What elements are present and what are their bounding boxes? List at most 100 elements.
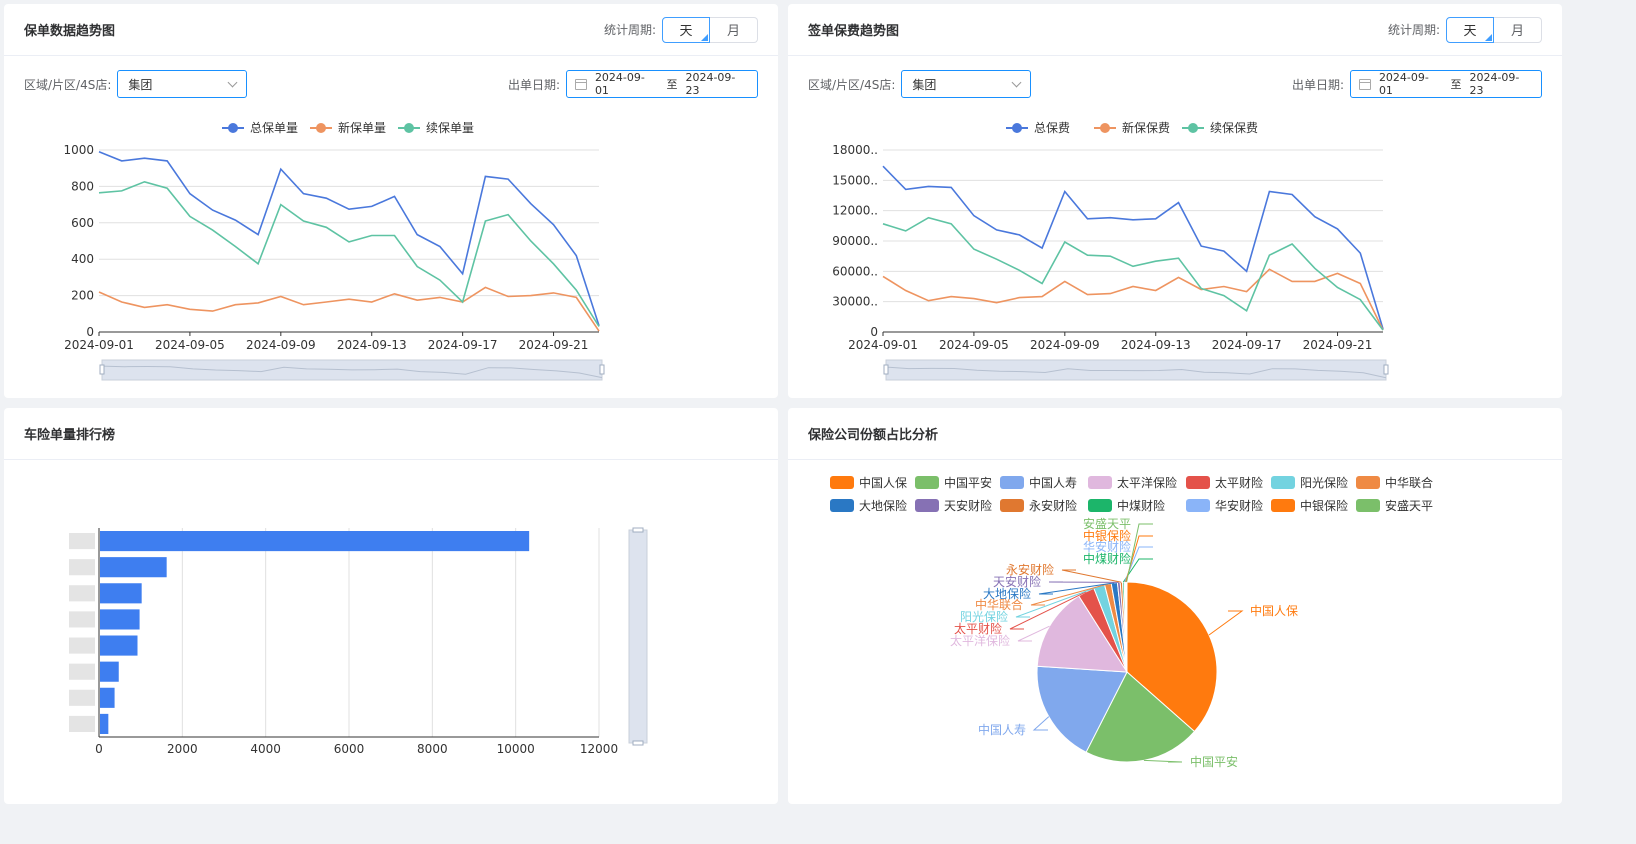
pie-label-line: [1015, 585, 1100, 618]
policy-date-range-picker[interactable]: 2024-09-01 至 2024-09-23: [566, 70, 758, 98]
pie-label-line: [1126, 523, 1153, 583]
premium-period-day-button[interactable]: 天: [1446, 16, 1494, 43]
premium-period-month-button[interactable]: 月: [1494, 16, 1542, 43]
y-tick-label: 200: [71, 289, 94, 303]
y-tick-label: 0: [870, 325, 878, 339]
datazoom-handle-left: [883, 364, 889, 375]
blurred-label: [69, 663, 95, 680]
policy-period-label: 统计周期:: [603, 23, 656, 37]
pie-legend-label: 中国平安: [944, 475, 992, 490]
policy-date-label: 出单日期:: [507, 77, 560, 92]
series-line: [882, 216, 1384, 331]
policy-card-title: 保单数据趋势图: [24, 24, 116, 39]
policy-region-value: 集团: [128, 77, 153, 92]
blurred-label: [69, 689, 95, 706]
datazoom-handle-bottom: [632, 740, 644, 746]
pie-slice-label: 华安财险: [1083, 539, 1131, 554]
x-tick-label: 4000: [250, 742, 281, 756]
x-tick-label: 10000: [497, 742, 535, 756]
pie-legend-label: 中华联合: [1385, 475, 1433, 490]
blurred-label: [69, 715, 95, 732]
premium-card-header: 签单保费趋势图 统计周期: 天 月: [788, 4, 1562, 56]
datazoom-handle-right: [1383, 364, 1389, 375]
legend-marker: [1012, 123, 1022, 133]
ranking-card-title: 车险单量排行榜: [24, 428, 116, 443]
pie-legend-swatch: [915, 476, 939, 489]
y-tick-label: 800: [71, 179, 94, 193]
ranking-bar: [100, 557, 167, 578]
y-tick-label: 1000: [63, 143, 94, 157]
pie-label-line: [1038, 582, 1115, 595]
pie-slice-label: 大地保险: [983, 586, 1031, 601]
x-tick-label: 2024-09-09: [246, 338, 316, 352]
series-line: [98, 151, 600, 326]
pie-label-line: [1017, 625, 1050, 642]
pie-legend-label: 华安财险: [1215, 498, 1263, 513]
pie-slice-label: 阳光保险: [960, 609, 1008, 624]
pie-slice-label: 永安财险: [1006, 562, 1054, 577]
pie-legend-label: 天安财险: [944, 498, 992, 513]
x-tick-label: 2024-09-21: [1303, 338, 1373, 352]
pie-slice-label: 中国人保: [1250, 603, 1298, 618]
calendar-icon: [575, 78, 587, 90]
series-line: [882, 268, 1384, 331]
calendar-icon: [1359, 78, 1371, 90]
premium-region-value: 集团: [912, 77, 937, 92]
policy-date-end[interactable]: 2024-09-23: [685, 71, 736, 97]
pie-label-line: [1143, 759, 1183, 763]
pie-legend-swatch: [1088, 499, 1112, 512]
ranking-card-header: 车险单量排行榜: [4, 408, 778, 460]
pie-slice-label: 中煤财险: [1083, 551, 1131, 566]
legend-marker: [316, 123, 326, 133]
pie-slice: [1036, 595, 1128, 673]
policy-period-month-button[interactable]: 月: [710, 16, 758, 43]
y-tick-label: 15000..: [832, 173, 878, 187]
datazoom-handle-left: [99, 364, 105, 375]
pie-legend-swatch: [1088, 476, 1112, 489]
premium-date-end[interactable]: 2024-09-23: [1469, 71, 1520, 97]
policy-period-day-button[interactable]: 天: [662, 16, 710, 43]
share-card-title: 保险公司份额占比分析: [808, 428, 939, 443]
pie-legend-label: 太平洋保险: [1117, 475, 1177, 490]
x-tick-label: 12000: [580, 742, 618, 756]
x-tick-label: 2024-09-13: [1121, 338, 1191, 352]
premium-region-select[interactable]: 集团: [901, 70, 1032, 98]
pie-slice-label: 中银保险: [1083, 528, 1131, 543]
policy-line-chart: 总保单量 新保单量 续保单量 0 200 400 600 800 1000 2024-09-01 2…: [63, 120, 605, 381]
policy-region-select[interactable]: 集团: [117, 70, 248, 98]
y-tick-label: 90000..: [832, 234, 878, 248]
premium-date-start[interactable]: 2024-09-01: [1378, 71, 1429, 97]
chevron-down-icon: [1011, 77, 1022, 87]
pie-legend-swatch: [1271, 499, 1295, 512]
legend-marker: [228, 123, 238, 133]
x-tick-label: 2024-09-13: [337, 338, 407, 352]
vertical-datazoom-track: [628, 529, 648, 744]
legend-label: 总保单量: [250, 121, 298, 135]
ranking-card: 车险单量排行榜 0 2000 4000 6000 8000 10000 12000: [4, 408, 778, 804]
pie-legend-label: 中国人寿: [1029, 475, 1077, 490]
policy-date-separator: 至: [666, 78, 678, 91]
pie-label-line: [1030, 583, 1109, 606]
pie-slice-label: 太平洋保险: [950, 633, 1010, 648]
ranking-bar-chart: 0 2000 4000 6000 8000 10000 12000: [69, 527, 648, 756]
blurred-label: [69, 533, 95, 550]
share-card: 保险公司份额占比分析 中国人保 中国平安 中国人寿 太平洋保险 太平财险 阳光保险 中华联合…: [788, 408, 1562, 804]
pie-legend-label: 中煤财险: [1117, 498, 1165, 513]
x-tick-label: 2024-09-09: [1030, 338, 1100, 352]
pie-legend-swatch: [1000, 499, 1024, 512]
datazoom-handle-right: [599, 364, 605, 375]
pie-legend-swatch: [1271, 476, 1295, 489]
legend-label: 续保单量: [426, 121, 474, 135]
series-line: [98, 180, 600, 327]
x-tick-label: 8000: [417, 742, 448, 756]
premium-date-range-picker[interactable]: 2024-09-01 至 2024-09-23: [1350, 70, 1542, 98]
legend-marker: [1188, 123, 1198, 133]
policy-trend-card: 保单数据趋势图 统计周期: 天 月 区域/片区/4S店: 集团 出单日期: 20…: [4, 4, 778, 398]
policy-date-start[interactable]: 2024-09-01: [594, 71, 645, 97]
x-tick-label: 2024-09-17: [1212, 338, 1282, 352]
y-tick-label: 60000..: [832, 264, 878, 278]
legend-label: 新保单量: [338, 120, 386, 135]
y-tick-label: 0: [86, 325, 94, 339]
pie-legend-swatch: [830, 499, 854, 512]
x-tick-label: 2024-09-01: [848, 338, 918, 352]
